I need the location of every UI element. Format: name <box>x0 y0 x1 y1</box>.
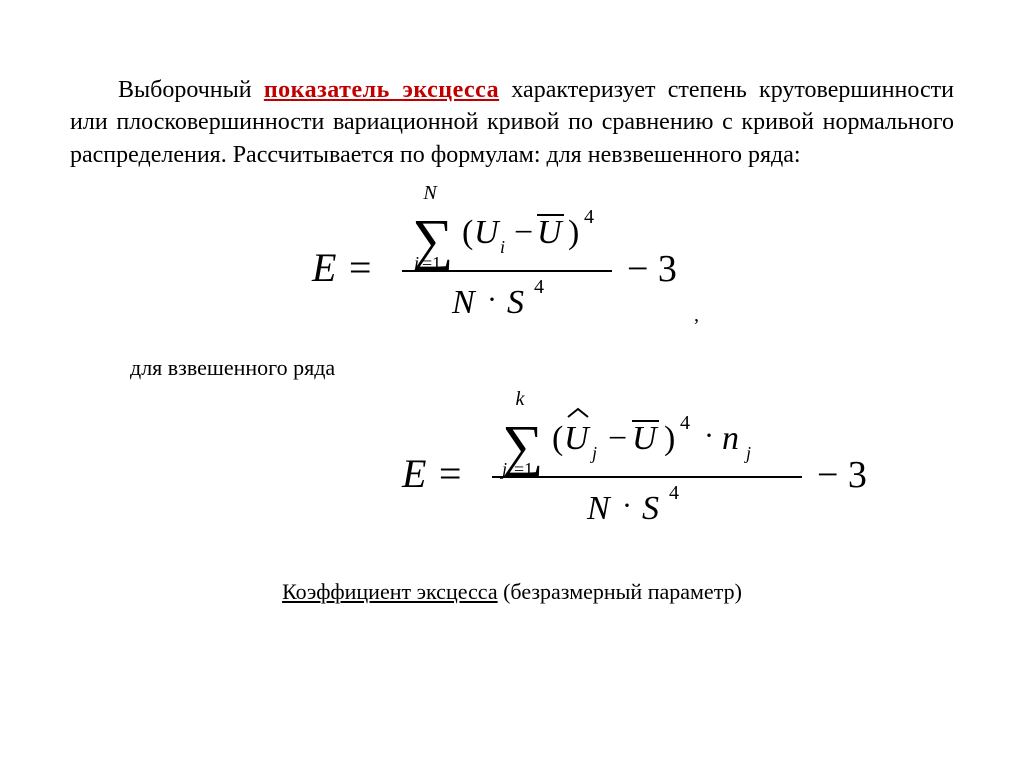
f2-minus: − <box>608 420 627 457</box>
f2-Ubar: U <box>632 420 659 457</box>
f1-open: ( <box>462 214 473 251</box>
f2-Uhat: U <box>564 420 591 457</box>
term-kurtosis: показатель эксцесса <box>264 77 499 103</box>
f1-comma: , <box>694 304 699 326</box>
caption-rest: (безразмерный параметр) <box>498 579 742 604</box>
f1-den-N: N <box>451 284 477 321</box>
f2-tail: − 3 <box>817 454 867 496</box>
f2-sum-lower: j =1 <box>500 459 533 479</box>
formula-weighted: E = ∑ k j =1 ( U j − U <box>70 387 1024 557</box>
f1-den-dot: · <box>487 283 497 316</box>
formula2-svg: E = ∑ k j =1 ( U j − U <box>392 387 912 557</box>
f1-pow: 4 <box>584 206 594 228</box>
f2-den-dot: · <box>622 489 632 522</box>
f2-Uhat-hat <box>568 409 588 417</box>
page: Выборочный показатель эксцесса характери… <box>0 0 1024 635</box>
f2-close: ) <box>664 420 675 457</box>
f2-den-S: S <box>642 490 659 527</box>
f2-num-dot: · <box>704 419 714 452</box>
f1-lhs: E = <box>311 245 373 290</box>
f2-pow: 4 <box>680 412 690 434</box>
f1-sum-lower: i =1 <box>414 253 441 273</box>
f1-Ubar: U <box>537 214 564 251</box>
f2-sum-lower-eq: =1 <box>514 459 533 479</box>
definition-paragraph: Выборочный показатель эксцесса характери… <box>70 74 954 171</box>
f2-sum-lower-var: j <box>500 459 507 479</box>
f2-den-pow: 4 <box>669 482 679 504</box>
subtext-weighted: для взвешенного ряда <box>130 355 954 381</box>
f1-tail: − 3 <box>627 248 677 290</box>
f1-den-pow: 4 <box>534 276 544 298</box>
f1-close: ) <box>568 214 579 251</box>
f1-den-S: S <box>507 284 524 321</box>
f1-sum-upper: N <box>422 182 438 204</box>
f1-sum-lower-var: i <box>414 253 419 273</box>
caption: Коэффициент эксцесса (безразмерный парам… <box>70 579 954 605</box>
f1-U: U <box>474 214 501 251</box>
f2-Uhat-sub: j <box>590 443 597 463</box>
f2-den-N: N <box>586 490 612 527</box>
f2-n: n <box>722 420 739 457</box>
formula1-svg: E = ∑ N i =1 ( U i − U ) 4 <box>302 181 722 351</box>
para-pre: Выборочный <box>118 77 264 103</box>
f1-minus: − <box>514 214 533 251</box>
f2-lhs: E = <box>401 451 463 496</box>
f2-sum-upper: k <box>516 388 526 410</box>
f1-sum-lower-eq: =1 <box>422 253 441 273</box>
f2-open: ( <box>552 420 563 457</box>
f1-Usub: i <box>500 237 505 257</box>
caption-underlined: Коэффициент эксцесса <box>282 579 498 604</box>
f2-n-sub: j <box>744 443 751 463</box>
formula-unweighted: E = ∑ N i =1 ( U i − U ) 4 <box>70 181 954 351</box>
